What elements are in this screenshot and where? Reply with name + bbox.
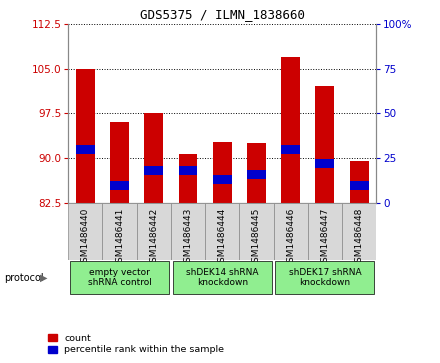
Bar bbox=[171, 203, 205, 260]
Bar bbox=[144, 113, 163, 203]
Bar bbox=[213, 142, 231, 203]
Bar bbox=[103, 203, 137, 260]
Bar bbox=[350, 161, 369, 203]
Bar bbox=[247, 170, 266, 179]
Bar bbox=[137, 203, 171, 260]
Text: ▶: ▶ bbox=[40, 273, 47, 283]
Text: shDEK17 shRNA
knockdown: shDEK17 shRNA knockdown bbox=[289, 268, 361, 287]
Title: GDS5375 / ILMN_1838660: GDS5375 / ILMN_1838660 bbox=[140, 8, 305, 21]
Text: GSM1486446: GSM1486446 bbox=[286, 208, 295, 268]
Bar bbox=[76, 69, 95, 203]
Bar bbox=[70, 261, 169, 294]
Bar bbox=[213, 175, 231, 184]
Bar bbox=[179, 167, 198, 175]
Bar bbox=[281, 57, 300, 203]
Bar bbox=[275, 261, 374, 294]
Text: GSM1486443: GSM1486443 bbox=[183, 208, 192, 268]
Bar bbox=[239, 203, 274, 260]
Text: GSM1486440: GSM1486440 bbox=[81, 208, 90, 268]
Bar bbox=[247, 143, 266, 203]
Bar bbox=[281, 145, 300, 154]
Text: shDEK14 shRNA
knockdown: shDEK14 shRNA knockdown bbox=[186, 268, 258, 287]
Bar bbox=[172, 261, 272, 294]
Text: GSM1486441: GSM1486441 bbox=[115, 208, 124, 268]
Bar bbox=[76, 145, 95, 154]
Bar bbox=[308, 203, 342, 260]
Text: GSM1486448: GSM1486448 bbox=[355, 208, 363, 268]
Bar bbox=[274, 203, 308, 260]
Bar bbox=[179, 154, 198, 203]
Bar bbox=[350, 181, 369, 190]
Bar bbox=[205, 203, 239, 260]
Text: GSM1486445: GSM1486445 bbox=[252, 208, 261, 268]
Text: empty vector
shRNA control: empty vector shRNA control bbox=[88, 268, 151, 287]
Bar bbox=[68, 203, 103, 260]
Text: GSM1486442: GSM1486442 bbox=[149, 208, 158, 268]
Text: GSM1486447: GSM1486447 bbox=[320, 208, 330, 268]
Legend: count, percentile rank within the sample: count, percentile rank within the sample bbox=[44, 330, 228, 358]
Bar bbox=[144, 167, 163, 175]
Text: GSM1486444: GSM1486444 bbox=[218, 208, 227, 268]
Bar bbox=[110, 122, 129, 203]
Bar bbox=[342, 203, 376, 260]
Bar bbox=[315, 159, 334, 168]
Bar bbox=[110, 181, 129, 190]
Bar bbox=[315, 86, 334, 203]
Text: protocol: protocol bbox=[4, 273, 44, 283]
